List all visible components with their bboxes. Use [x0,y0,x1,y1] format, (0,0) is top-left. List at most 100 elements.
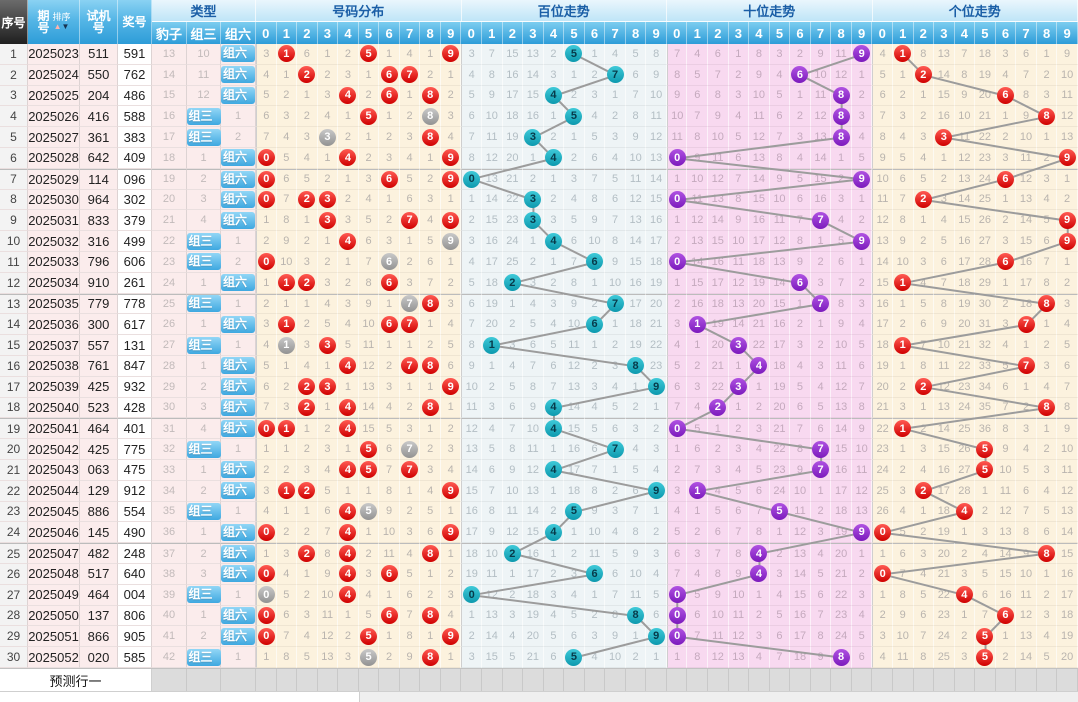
bai-trend-cell-3: 10 [523,418,544,440]
sort-desc-icon[interactable]: ▼ [61,22,70,31]
ge-trend-cell-0: 22 [872,418,893,440]
shi-trend-cell-6: 16 [790,605,811,627]
shi-trend-cell-4: 3 [749,626,770,648]
type-cell-san: 3 [187,563,221,585]
shi-trend-cell-0: 11 [666,127,688,148]
bai-trend-cell-6: 6 [584,251,606,273]
hit-ball: 4 [339,149,357,167]
table-row: 28 2025050 137 806 40 1 组六 0 6 3 11 1 5 6 7 8 4 1 13 3 19 4 5 2… [0,605,1078,627]
ge-trend-cell-0: 4 [872,44,893,65]
bai-trend-cell-3: 1 [523,231,544,252]
ge-trend-cell-2: 2 [913,64,935,86]
shi-trend-cell-0: 0 [666,605,688,627]
dist-cell-5: 5 [358,605,380,627]
hit-ball: 4 [544,86,562,104]
ge-trend-cell-1: 5 [892,522,914,544]
shi-trend-cell-7: 6 [810,584,832,606]
shi-trend-cell-0: 5 [666,355,688,377]
hit-ball: 8 [421,128,439,146]
shi-trend-cell-6: 12 [790,522,811,544]
prize-number-cell: 585 [118,647,152,668]
bai-trend-cell-2: 10 [502,480,524,502]
period-cell: 2025050 [28,605,80,627]
table-row: 25 2025047 482 248 37 2 组六 1 3 2 8 4 2 11 4 8 1 18 10 2 16 1 2… [0,543,1078,564]
dist-cell-6: 10 [379,522,400,544]
shi-trend-cell-9: 9 [851,168,873,190]
test-number-cell: 425 [80,376,118,398]
dist-cell-3: 1 [317,44,339,65]
dist-cell-8: 1 [420,314,441,336]
dist-cell-4: 4 [338,397,359,419]
ge-trend-cell-7: 3 [1016,418,1037,440]
hit-ball: 7 [401,66,419,84]
dist-cell-6: 9 [379,501,400,523]
shi-trend-cell-1: 1 [687,314,709,336]
bai-trend-cell-9: 3 [646,543,667,564]
seq-cell: 3 [0,85,28,107]
dist-cell-1: 1 [276,272,298,294]
bai-trend-cell-1: 12 [482,147,503,169]
seq-cell: 2 [0,64,28,86]
ge-trend-cell-7: 4 [1016,439,1037,460]
shi-trend-cell-4: 10 [749,85,770,107]
bai-trend-cell-8: 7 [625,501,647,523]
hit-ball: 4 [339,357,357,375]
dist-cell-3: 11 [317,605,339,627]
bai-trend-cell-1: 10 [482,106,503,128]
dist-cell-9: 9 [440,210,462,232]
bai-trend-cell-3: 2 [523,168,544,190]
dist-cell-0: 1 [256,647,277,668]
shi-trend-cell-8: 14 [831,418,852,440]
shi-trend-cell-5: 7 [769,647,791,668]
type-cell-bao: 22 [152,231,187,252]
type-cell-liu: 1 [221,106,256,128]
ge-trend-cell-1: 10 [892,251,914,273]
prize-number-cell: 261 [118,272,152,294]
shi-trend-cell-1: 2 [687,522,709,544]
bai-trend-cell-1: 6 [482,459,503,481]
type-cell-san: 3 [187,397,221,419]
bai-trend-cell-5: 5 [564,501,585,523]
hit-ball: 0 [257,606,275,624]
ge-trend-cell-2: 5 [913,584,935,606]
shi-trend-cell-2: 6 [708,522,729,544]
shi-trend-cell-7: 4 [810,376,832,398]
hit-ball: 8 [1038,398,1056,416]
ge-trend-cell-1: 2 [892,376,914,398]
bai-trend-cell-4: 4 [543,397,565,419]
shi-trend-cell-7: 6 [810,418,832,440]
header-dist-digit-8: 8 [420,22,441,44]
seq-cell: 19 [0,418,28,440]
dist-cell-4: 4 [338,459,359,481]
type-chip-liu: 组六 [221,315,255,333]
shi-trend-cell-2: 5 [708,501,729,523]
dist-cell-2: 3 [297,251,318,273]
ge-trend-cell-0: 12 [872,210,893,232]
prize-number-cell: 617 [118,314,152,336]
ge-trend-cell-0: 25 [872,480,893,502]
ge-trend-cell-0: 23 [872,439,893,460]
ge-trend-cell-0: 19 [872,355,893,377]
bai-trend-cell-4: 4 [543,231,565,252]
hit-ball: 3 [729,378,747,396]
seq-cell: 9 [0,210,28,232]
shi-trend-cell-0: 0 [666,147,688,169]
ge-trend-cell-7: 12 [1016,168,1037,190]
sort-asc-icon[interactable]: ▲ [53,22,62,31]
sort-control[interactable]: 排序 ▲▼ [52,13,70,32]
type-cell-bao: 38 [152,563,187,585]
bai-trend-cell-9: 1 [646,647,667,668]
table-row: 20 2025042 425 775 32 组三 1 1 1 2 3 1 5 6 7 2 3 13 5 8 11 1 16 6… [0,439,1078,460]
table-row: 17 2025039 425 932 29 2 组六 6 2 2 3 1 13 3 1 1 9 10 2 5 8 7 13 3… [0,376,1078,398]
dist-cell-1: 1 [276,335,298,356]
prize-number-cell: 096 [118,168,152,190]
dist-cell-6: 2 [379,647,400,668]
dist-cell-8: 8 [420,647,441,668]
header-bai-digit-9: 9 [646,22,667,44]
repeat-digit-ball: 8 [421,107,439,125]
prize-number-cell: 428 [118,397,152,419]
shi-trend-cell-0: 1 [666,168,688,190]
bai-trend-cell-5: 1 [564,522,585,544]
type-chip-liu: 组六 [221,274,255,292]
header-dist-digit-6: 6 [379,22,400,44]
